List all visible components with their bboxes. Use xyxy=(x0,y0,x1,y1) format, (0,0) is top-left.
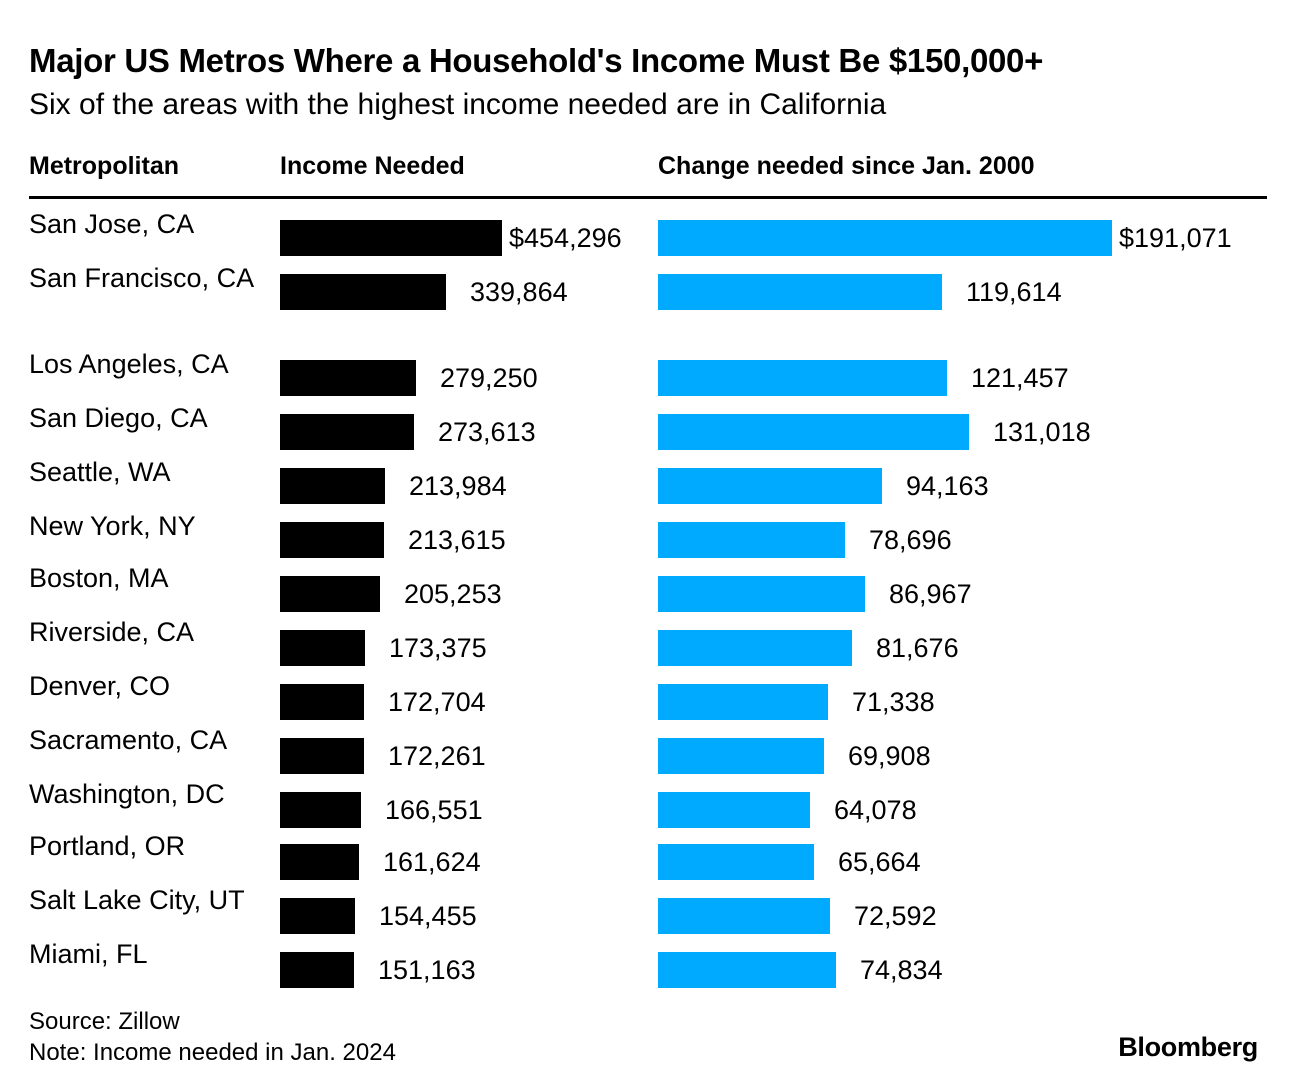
change-value-label: 119,614 xyxy=(966,277,1062,307)
change-value-label: 121,457 xyxy=(971,363,1069,393)
change-bar xyxy=(658,738,824,774)
income-value-label: 172,704 xyxy=(388,687,486,717)
metro-label: Los Angeles, CA xyxy=(29,349,229,379)
change-value-label: 71,338 xyxy=(852,687,935,717)
metro-label: Denver, CO xyxy=(29,671,171,701)
table-row: Seattle, WA 213,984 94,163 xyxy=(0,456,1296,506)
table-row: Washington, DC 166,551 64,078 xyxy=(0,779,1296,830)
change-value-label: 81,676 xyxy=(876,633,959,663)
table-row: New York, NY 213,615 78,696 xyxy=(0,510,1296,560)
income-bar xyxy=(280,898,355,934)
income-value-label: 339,864 xyxy=(470,277,568,307)
income-value-label: 213,615 xyxy=(408,525,506,555)
income-bar xyxy=(280,220,502,256)
change-bar xyxy=(658,792,810,828)
income-value-label: 166,551 xyxy=(385,795,483,825)
metro-label: Salt Lake City, UT xyxy=(29,885,245,915)
income-bar xyxy=(280,630,365,666)
chart-subtitle: Six of the areas with the highest income… xyxy=(29,88,887,121)
table-row: San Jose, CA $454,296 $191,071 xyxy=(0,208,1296,258)
income-value-label: $454,296 xyxy=(509,223,622,253)
change-bar xyxy=(658,898,830,934)
income-column-header: Income Needed xyxy=(280,152,465,180)
change-bar xyxy=(658,844,814,880)
table-row: Salt Lake City, UT 154,455 72,592 xyxy=(0,885,1296,936)
bloomberg-logo: Bloomberg xyxy=(1118,1032,1258,1062)
income-bar xyxy=(280,360,416,396)
change-bar xyxy=(658,414,969,450)
change-value-label: 64,078 xyxy=(834,795,917,825)
income-bar xyxy=(280,274,446,310)
metro-label: Washington, DC xyxy=(29,779,225,809)
metro-label: Seattle, WA xyxy=(29,457,171,487)
metro-column-header: Metropolitan xyxy=(29,152,179,180)
table-row: Miami, FL 151,163 74,834 xyxy=(0,939,1296,990)
metro-label: San Francisco, CA xyxy=(29,263,255,293)
change-value-label: 72,592 xyxy=(854,901,937,931)
income-bar xyxy=(280,738,364,774)
income-value-label: 213,984 xyxy=(409,471,507,501)
metro-label: Sacramento, CA xyxy=(29,725,228,755)
change-bar xyxy=(658,952,836,988)
income-bar xyxy=(280,844,359,880)
change-value-label: 94,163 xyxy=(906,471,989,501)
change-bar xyxy=(658,360,947,396)
metro-label: New York, NY xyxy=(29,511,196,541)
metro-label: San Jose, CA xyxy=(29,209,195,239)
table-row: Riverside, CA 173,375 81,676 xyxy=(0,617,1296,668)
change-bar xyxy=(658,522,845,558)
table-row: Portland, OR 161,624 65,664 xyxy=(0,831,1296,882)
change-value-label: 131,018 xyxy=(993,417,1091,447)
change-value-label: $191,071 xyxy=(1119,223,1232,253)
footnote: Note: Income needed in Jan. 2024 xyxy=(29,1039,396,1066)
table-row: Los Angeles, CA 279,250 121,457 xyxy=(0,348,1296,398)
income-value-label: 273,613 xyxy=(438,417,536,447)
change-bar xyxy=(658,684,828,720)
change-column-header: Change needed since Jan. 2000 xyxy=(658,152,1035,180)
income-value-label: 172,261 xyxy=(388,741,486,771)
change-bar xyxy=(658,220,1112,256)
table-row: Denver, CO 172,704 71,338 xyxy=(0,671,1296,722)
income-bar xyxy=(280,792,361,828)
income-bar xyxy=(280,576,380,612)
income-value-label: 205,253 xyxy=(404,579,502,609)
header-rule xyxy=(29,196,1267,199)
metro-label: San Diego, CA xyxy=(29,403,208,433)
metro-label: Riverside, CA xyxy=(29,617,195,647)
change-value-label: 65,664 xyxy=(838,847,921,877)
income-value-label: 154,455 xyxy=(379,901,477,931)
change-bar xyxy=(658,630,852,666)
income-bar xyxy=(280,952,354,988)
income-bar xyxy=(280,414,414,450)
table-row: Boston, MA 205,253 86,967 xyxy=(0,563,1296,614)
income-value-label: 279,250 xyxy=(440,363,538,393)
table-row: Sacramento, CA 172,261 69,908 xyxy=(0,725,1296,776)
table-row: San Diego, CA 273,613 131,018 xyxy=(0,402,1296,452)
change-value-label: 78,696 xyxy=(869,525,952,555)
change-bar xyxy=(658,576,865,612)
source-note: Source: Zillow xyxy=(29,1008,180,1035)
change-value-label: 74,834 xyxy=(860,955,943,985)
change-value-label: 86,967 xyxy=(889,579,972,609)
table-row: San Francisco, CA 339,864 119,614 xyxy=(0,262,1296,312)
income-value-label: 173,375 xyxy=(389,633,487,663)
change-value-label: 69,908 xyxy=(848,741,931,771)
income-bar xyxy=(280,522,384,558)
income-value-label: 151,163 xyxy=(378,955,476,985)
chart-title: Major US Metros Where a Household's Inco… xyxy=(29,42,1044,79)
income-bar xyxy=(280,468,385,504)
metro-label: Portland, OR xyxy=(29,831,186,861)
change-bar xyxy=(658,274,942,310)
metro-label: Boston, MA xyxy=(29,563,169,593)
change-bar xyxy=(658,468,882,504)
income-value-label: 161,624 xyxy=(383,847,481,877)
income-bar xyxy=(280,684,364,720)
metro-label: Miami, FL xyxy=(29,939,148,969)
